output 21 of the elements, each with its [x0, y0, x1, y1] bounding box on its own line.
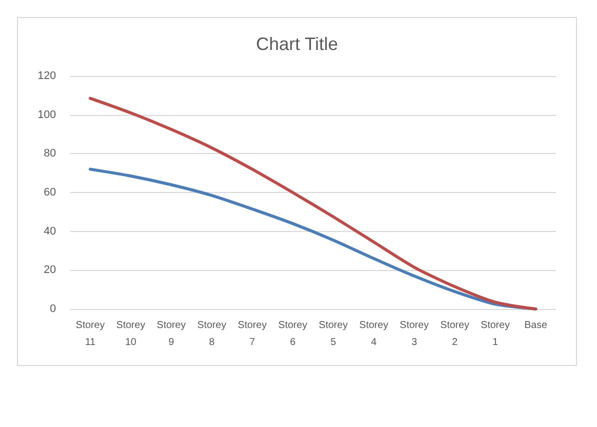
y-tick-label: 120	[38, 70, 56, 82]
y-tick-label: 40	[44, 225, 56, 238]
x-tick-label: Storey 8	[197, 320, 226, 348]
x-tick-label: Storey 5	[318, 320, 348, 348]
x-tick-label: Storey 7	[238, 320, 267, 348]
y-tick-label: 60	[44, 186, 56, 198]
x-tick-label: Storey 2	[440, 320, 470, 348]
x-tick-label: Storey 3	[400, 320, 429, 348]
y-tick-label: 0	[50, 303, 56, 315]
x-tick-label: Base	[524, 320, 548, 331]
y-tick-label: 80	[44, 148, 56, 160]
line-series	[88, 96, 538, 310]
x-tick-label: Storey 6	[278, 320, 308, 348]
x-tick-label: Storey 4	[359, 320, 388, 348]
x-tick-label: Storey 11	[76, 320, 105, 348]
chart-title: Chart Title	[256, 34, 338, 54]
y-tick-label: 20	[44, 264, 56, 276]
y-tick-label: 100	[38, 108, 56, 121]
x-tick-label: Storey 1	[480, 320, 510, 348]
x-tick-label: Storey 9	[156, 320, 186, 348]
x-tick-label: Storey 10	[116, 320, 146, 348]
